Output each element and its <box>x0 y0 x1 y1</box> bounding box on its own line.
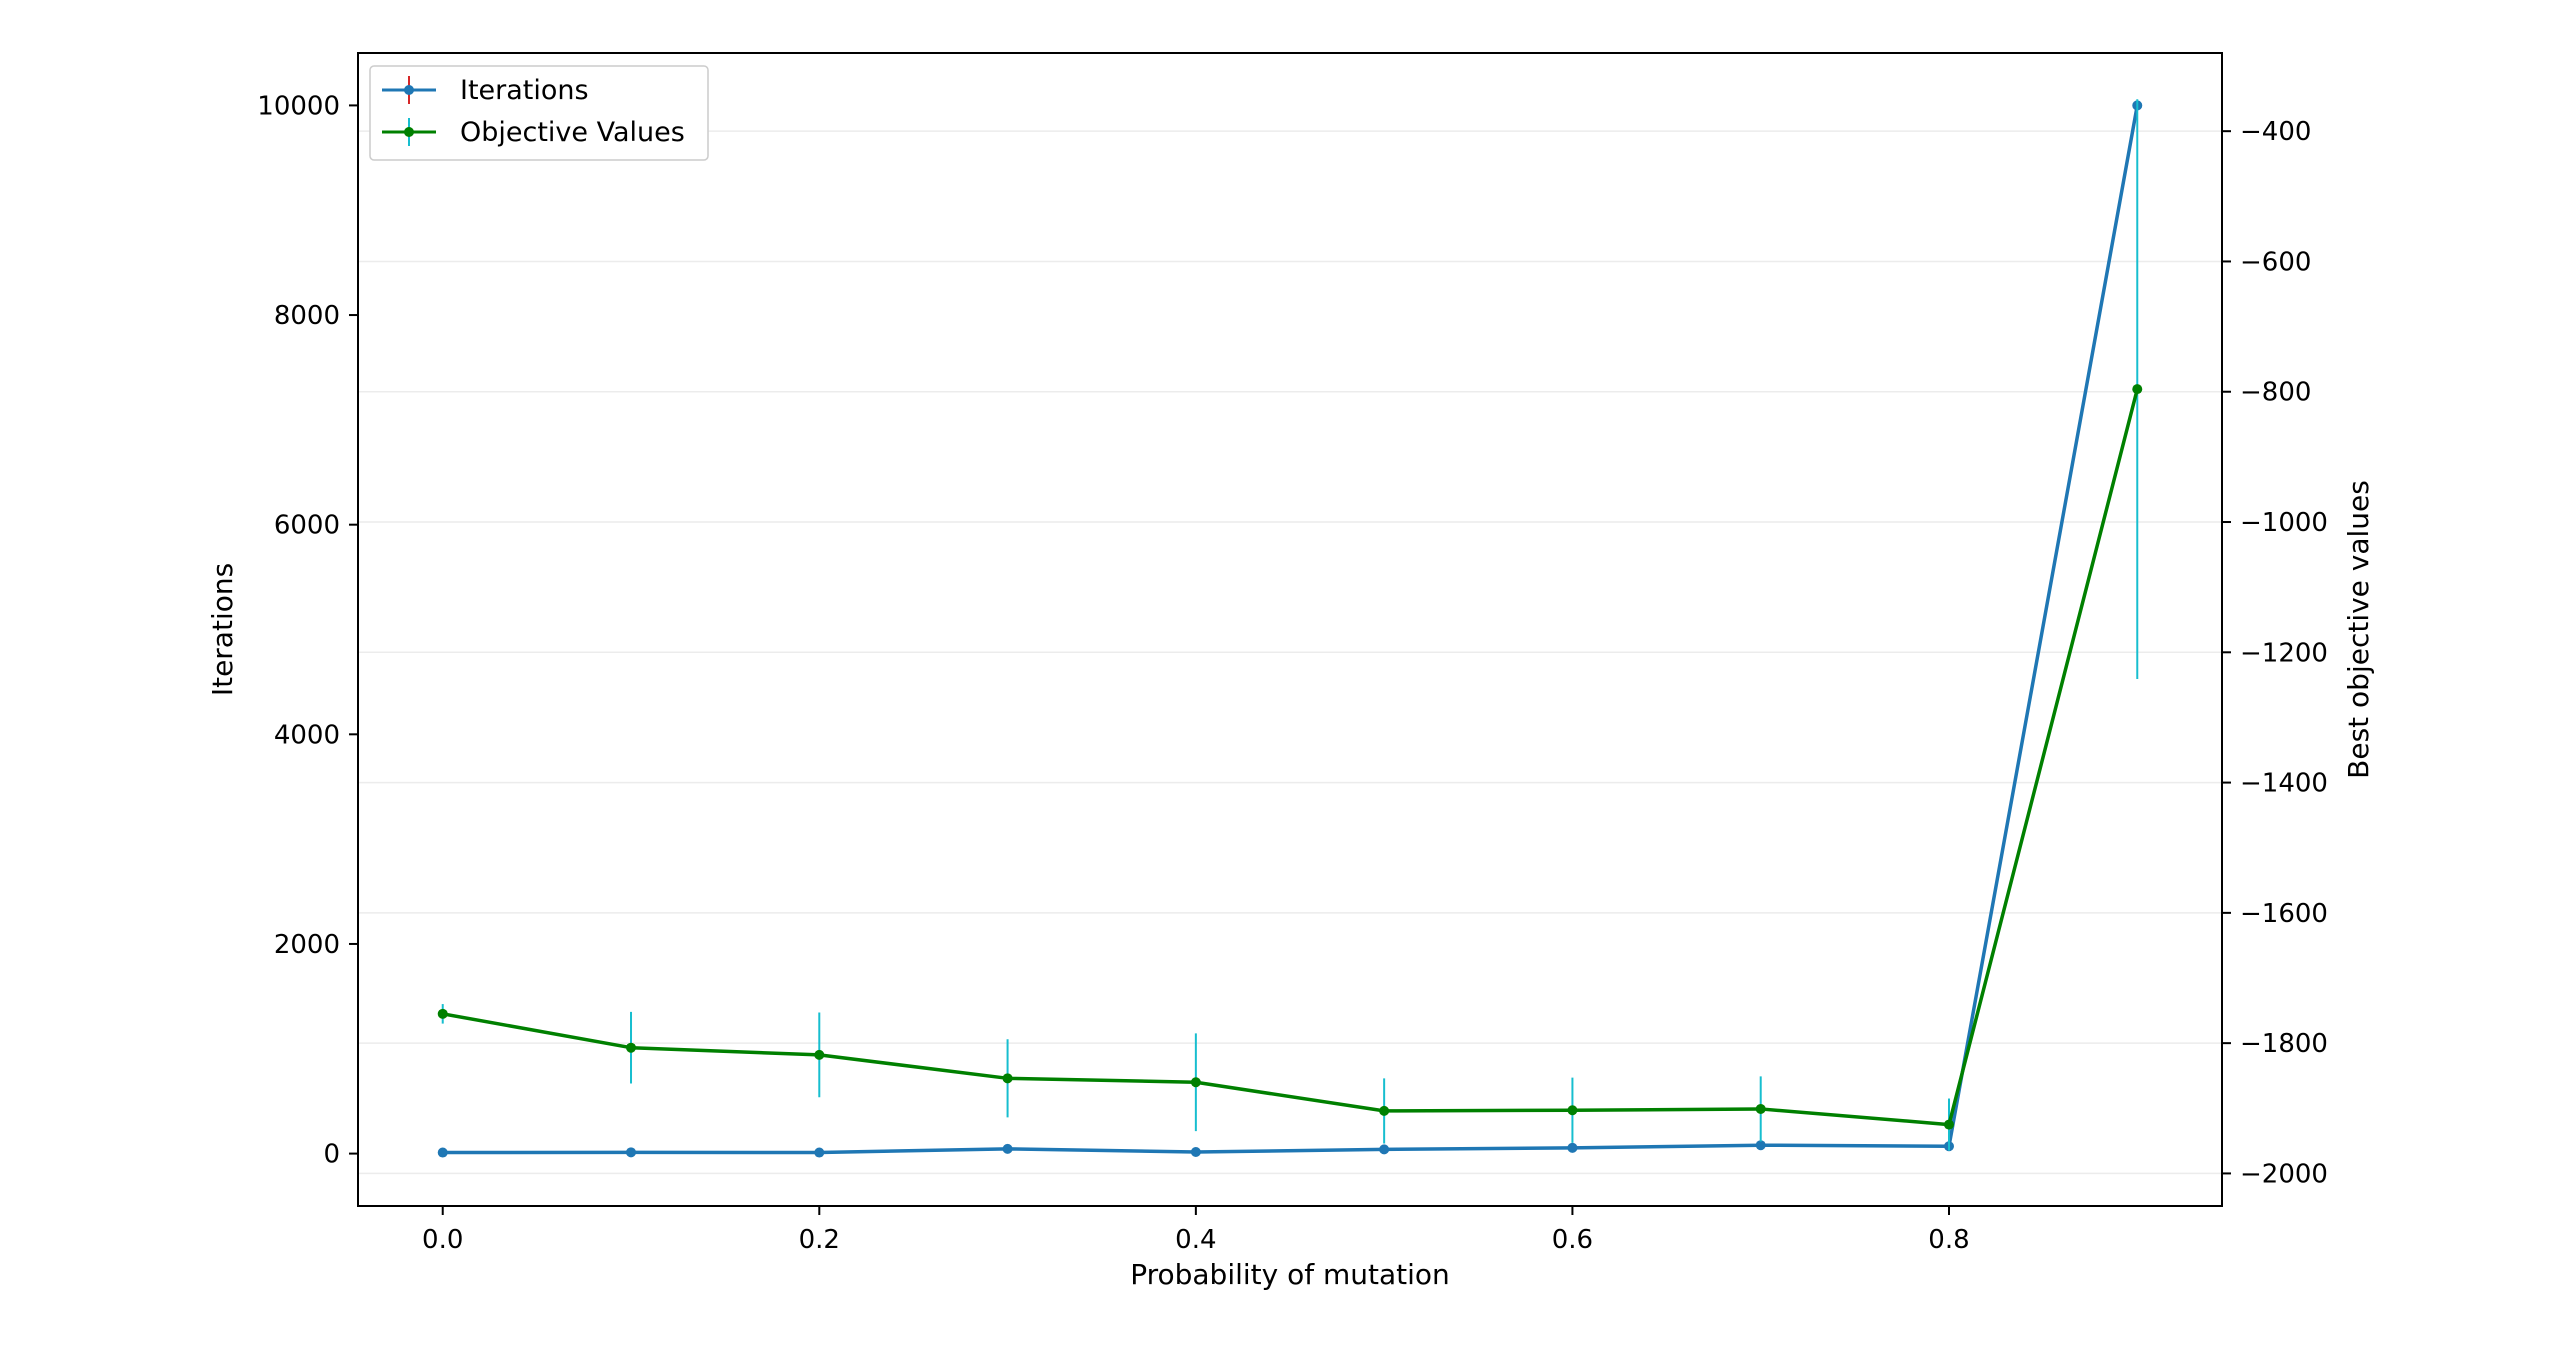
plot-area-frame <box>357 52 2223 1207</box>
grid-lines <box>358 130 2222 1175</box>
legend-entry-iterations: Iterations <box>382 75 589 106</box>
series-layer <box>437 99 2143 1158</box>
legend-label-iterations: Iterations <box>460 75 589 106</box>
y-right-tick-label-3: −1000 <box>2240 508 2328 538</box>
point-iterations-5 <box>1379 1144 1390 1155</box>
y-right-tick-label-8: −2000 <box>2240 1159 2328 1189</box>
point-objective-values-5 <box>1379 1105 1390 1116</box>
x-tick-label-4: 0.8 <box>1928 1225 1969 1255</box>
y-left-tick-label-5: 10000 <box>257 91 340 121</box>
point-iterations-0 <box>437 1147 448 1158</box>
line-iterations <box>442 105 2139 1155</box>
series-iterations <box>437 100 2143 1158</box>
y-left-axis-ticks: 0 2000 4000 6000 8000 10000 <box>257 91 358 1170</box>
legend-box <box>369 65 709 161</box>
point-objective-values-1 <box>626 1042 637 1053</box>
y-left-axis-title: Iterations <box>206 563 239 696</box>
legend: Iterations Objective Values <box>369 65 709 161</box>
y-right-tick-label-0: −400 <box>2240 117 2311 147</box>
y-right-tick-label-7: −1800 <box>2240 1029 2328 1059</box>
y-right-axis-ticks: −400 −600 −800 −1000 −1200 −1400 −1600 −1800 −20… <box>2222 117 2328 1189</box>
y-right-axis-title: Best objective values <box>2342 480 2375 779</box>
point-objective-values-4 <box>1190 1077 1201 1088</box>
y-left-tick-label-3: 6000 <box>274 511 340 541</box>
point-objective-values-8 <box>1943 1119 1954 1130</box>
legend-marker-objective-values <box>404 127 414 137</box>
point-objective-values-9 <box>2132 384 2143 395</box>
y-left-tick-label-4: 8000 <box>274 301 340 331</box>
y-right-tick-label-5: −1400 <box>2240 769 2328 799</box>
x-tick-label-3: 0.6 <box>1552 1225 1593 1255</box>
point-iterations-6 <box>1567 1142 1578 1153</box>
series-objective-values <box>437 99 2143 1151</box>
x-tick-label-2: 0.4 <box>1175 1225 1216 1255</box>
x-axis-ticks: 0.0 0.2 0.4 0.6 0.8 <box>422 1206 1970 1255</box>
point-iterations-2 <box>814 1147 825 1158</box>
line-objective-values <box>442 388 2139 1127</box>
point-objective-values-7 <box>1755 1103 1766 1114</box>
legend-entry-objective-values: Objective Values <box>382 117 685 148</box>
point-iterations-7 <box>1755 1140 1766 1151</box>
point-iterations-1 <box>626 1147 637 1158</box>
legend-label-objective-values: Objective Values <box>460 117 685 148</box>
y-right-tick-label-2: −800 <box>2240 378 2311 408</box>
y-right-tick-label-6: −1600 <box>2240 899 2328 929</box>
y-left-tick-label-1: 2000 <box>274 930 340 960</box>
point-objective-values-2 <box>814 1049 825 1060</box>
y-left-tick-label-2: 4000 <box>274 720 340 750</box>
x-tick-label-0: 0.0 <box>422 1225 463 1255</box>
y-left-tick-label-0: 0 <box>323 1140 340 1170</box>
x-axis-title: Probability of mutation <box>1130 1258 1450 1291</box>
legend-marker-iterations <box>404 85 414 95</box>
point-objective-values-3 <box>1002 1073 1013 1084</box>
y-right-tick-label-4: −1200 <box>2240 638 2328 668</box>
y-right-tick-label-1: −600 <box>2240 247 2311 277</box>
point-objective-values-6 <box>1567 1105 1578 1116</box>
x-tick-label-1: 0.2 <box>799 1225 840 1255</box>
point-iterations-4 <box>1190 1147 1201 1158</box>
point-iterations-3 <box>1002 1143 1013 1154</box>
point-objective-values-0 <box>437 1008 448 1019</box>
